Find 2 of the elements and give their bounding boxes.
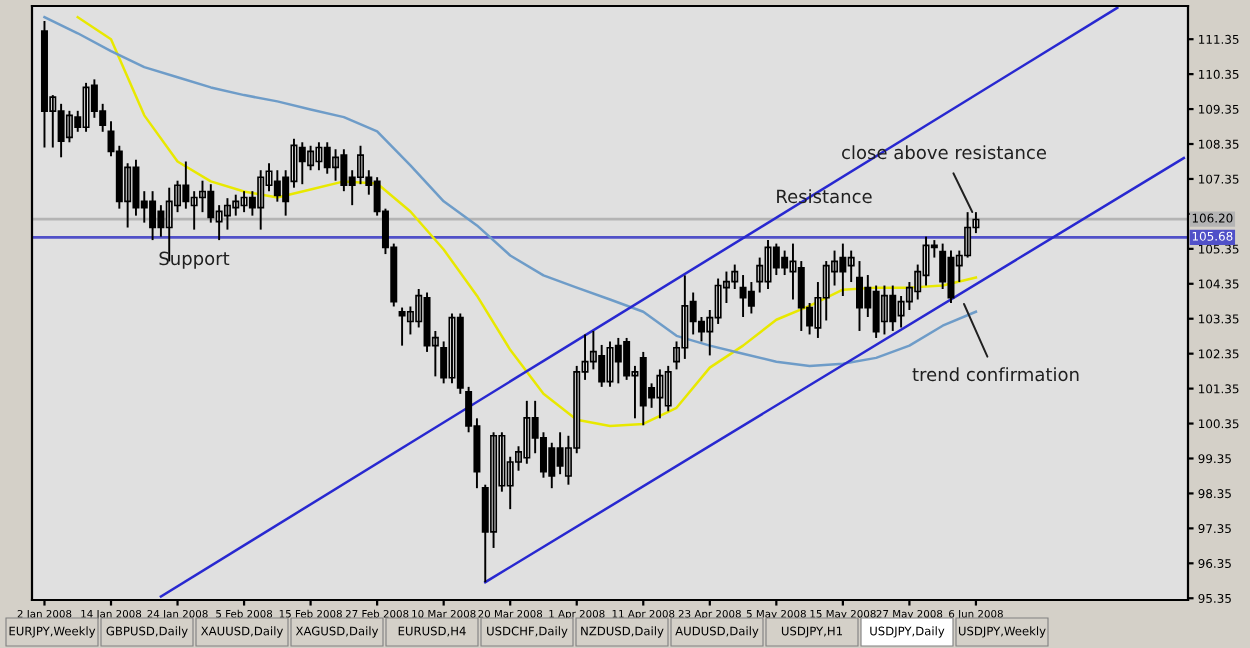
annotation: trend confirmation [912,367,1079,382]
annotation: Support [159,251,230,269]
